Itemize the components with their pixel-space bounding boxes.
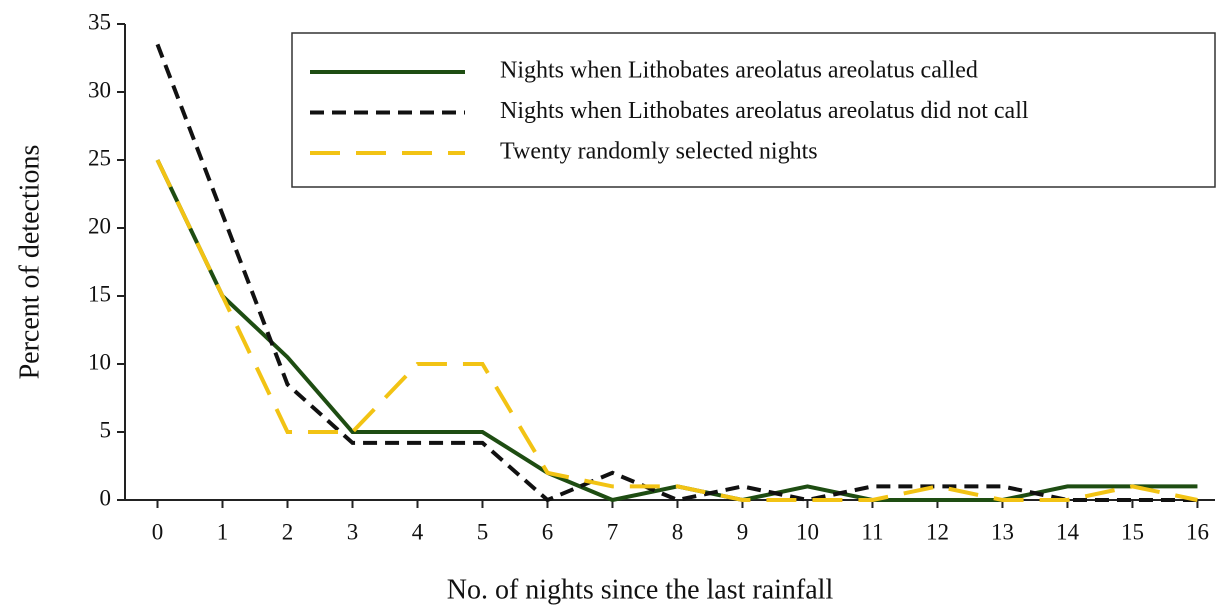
y-axis-label: Percent of detections: [14, 145, 45, 380]
x-tick-label: 12: [926, 519, 949, 544]
legend-label: Twenty randomly selected nights: [500, 139, 818, 165]
x-tick-label: 7: [607, 519, 619, 544]
y-tick-label: 20: [88, 213, 111, 238]
x-tick-label: 4: [412, 519, 424, 544]
x-tick-label: 14: [1056, 519, 1080, 544]
y-tick-label: 35: [88, 9, 111, 34]
x-tick-label: 13: [991, 519, 1014, 544]
y-tick-label: 30: [88, 77, 111, 102]
legend-box: [291, 32, 1216, 188]
x-tick-label: 5: [477, 519, 489, 544]
x-tick-label: 0: [152, 519, 164, 544]
y-tick-label: 10: [88, 349, 111, 374]
series-line: [155, 159, 1198, 502]
y-tick-label: 15: [88, 281, 111, 306]
series-line: [155, 43, 1198, 503]
series-line: [155, 159, 1198, 503]
x-tick-label: 3: [347, 519, 359, 544]
x-tick-label: 6: [542, 519, 554, 544]
legend-label: Nights when Lithobates areolatus areolat…: [500, 98, 1029, 124]
x-tick-label: 2: [282, 519, 294, 544]
x-tick-label: 10: [796, 519, 819, 544]
x-tick-label: 8: [672, 519, 684, 544]
x-tick-label: 1: [217, 519, 229, 544]
y-tick-label: 25: [88, 145, 111, 170]
x-tick-label: 16: [1186, 519, 1209, 544]
legend-label: Nights when Lithobates areolatus areolat…: [500, 58, 978, 84]
x-tick-label: 9: [737, 519, 749, 544]
y-tick-label: 0: [100, 485, 112, 510]
x-tick-label: 11: [861, 519, 883, 544]
x-axis-label: No. of nights since the last rainfall: [447, 574, 834, 605]
x-tick-label: 15: [1121, 519, 1144, 544]
y-tick-label: 5: [100, 417, 112, 442]
